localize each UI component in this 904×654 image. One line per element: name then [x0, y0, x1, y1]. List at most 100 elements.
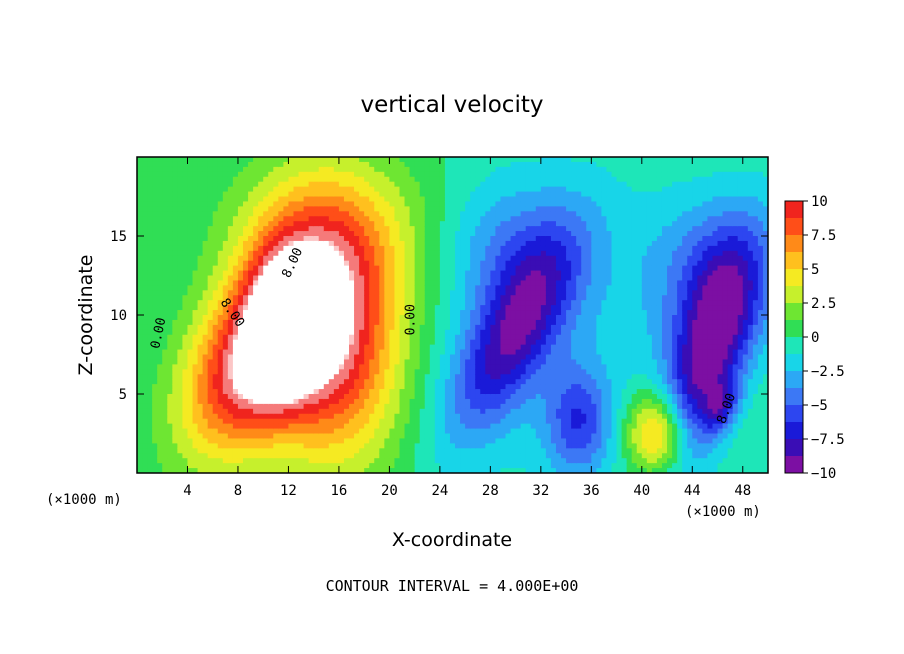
field-cell	[394, 344, 401, 351]
field-cell	[369, 324, 375, 331]
field-cell	[414, 349, 421, 356]
field-cell	[273, 413, 279, 420]
field-cell	[384, 166, 390, 173]
field-cell	[414, 226, 421, 232]
field-cell	[369, 250, 375, 257]
field-cell	[197, 231, 204, 237]
field-cell	[212, 305, 219, 311]
field-cell	[248, 384, 254, 390]
field-cell	[520, 433, 527, 440]
field-cell	[505, 453, 512, 459]
field-cell	[490, 458, 497, 464]
field-cell	[414, 280, 421, 286]
field-cell	[480, 245, 486, 252]
field-cell	[349, 236, 355, 242]
field-cell	[394, 226, 401, 232]
field-cell	[515, 191, 522, 198]
field-cell	[444, 369, 451, 375]
field-cell	[379, 305, 385, 311]
field-cell	[298, 240, 305, 247]
field-cell	[192, 181, 199, 188]
field-cell	[434, 394, 441, 400]
field-cell	[323, 458, 330, 464]
field-cell	[455, 389, 461, 395]
field-cell	[147, 423, 153, 430]
field-cell	[460, 255, 466, 262]
field-cell	[525, 384, 532, 390]
field-cell	[167, 433, 173, 440]
field-cell	[243, 334, 249, 341]
field-cell	[394, 398, 401, 405]
field-cell	[434, 334, 441, 341]
field-cell	[444, 236, 451, 242]
field-cell	[243, 418, 249, 425]
field-cell	[293, 398, 300, 405]
field-cell	[424, 280, 431, 286]
field-cell	[429, 344, 436, 351]
field-cell	[253, 453, 259, 459]
field-cell	[192, 438, 199, 444]
field-cell	[389, 240, 396, 247]
field-cell	[318, 265, 325, 272]
field-cell	[278, 379, 284, 385]
field-cell	[227, 300, 234, 306]
field-cell	[460, 389, 466, 395]
field-cell	[394, 423, 401, 430]
field-cell	[485, 374, 491, 380]
field-cell	[278, 295, 284, 301]
field-cell	[384, 379, 390, 385]
field-cell	[303, 438, 310, 444]
field-cell	[243, 275, 249, 282]
field-cell	[157, 458, 163, 464]
field-cell	[338, 468, 345, 473]
field-cell	[137, 166, 143, 173]
field-cell	[354, 201, 360, 207]
field-cell	[465, 349, 471, 356]
field-cell	[490, 324, 497, 331]
field-cell	[333, 181, 340, 188]
field-cell	[197, 453, 204, 459]
field-cell	[207, 166, 214, 173]
field-cell	[212, 413, 219, 420]
field-cell	[414, 334, 421, 341]
field-cell	[288, 186, 295, 193]
field-cell	[192, 176, 199, 183]
field-cell	[202, 453, 209, 459]
field-cell	[515, 403, 522, 410]
field-cell	[404, 398, 411, 405]
field-cell	[202, 157, 209, 163]
field-cell	[470, 211, 476, 217]
field-cell	[354, 463, 360, 469]
field-cell	[364, 255, 370, 262]
field-cell	[318, 468, 325, 473]
field-cell	[308, 364, 315, 370]
field-cell	[222, 334, 229, 341]
field-cell	[384, 354, 390, 361]
field-cell	[349, 418, 355, 425]
field-cell	[288, 379, 295, 385]
field-cell	[137, 458, 143, 464]
field-cell	[273, 216, 279, 222]
field-cell	[313, 285, 320, 291]
field-cell	[485, 468, 491, 473]
field-cell	[227, 423, 234, 430]
field-cell	[399, 374, 406, 380]
field-cell	[258, 443, 264, 449]
field-cell	[192, 255, 199, 262]
field-cell	[202, 349, 209, 356]
field-cell	[338, 240, 345, 247]
field-cell	[394, 176, 401, 183]
field-cell	[384, 339, 390, 346]
field-cell	[303, 453, 310, 459]
field-cell	[217, 394, 224, 400]
field-cell	[419, 394, 426, 400]
field-cell	[258, 389, 264, 395]
field-cell	[333, 161, 340, 168]
field-cell	[207, 413, 214, 420]
field-cell	[177, 236, 184, 242]
field-cell	[439, 280, 446, 286]
field-cell	[243, 448, 249, 454]
field-cell	[197, 319, 204, 326]
field-cell	[485, 250, 491, 257]
field-cell	[419, 166, 426, 173]
